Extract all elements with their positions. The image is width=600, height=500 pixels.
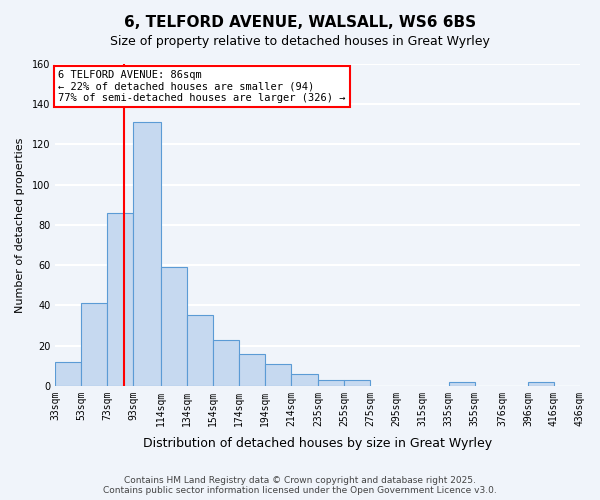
X-axis label: Distribution of detached houses by size in Great Wyrley: Distribution of detached houses by size … (143, 437, 492, 450)
Bar (344, 380, 370, 386)
Bar (82, 304, 107, 386)
Y-axis label: Number of detached properties: Number of detached properties (15, 137, 25, 312)
Text: Contains HM Land Registry data © Crown copyright and database right 2025.
Contai: Contains HM Land Registry data © Crown c… (103, 476, 497, 495)
Bar (528, 382, 554, 386)
Bar (319, 380, 344, 386)
Bar (161, 267, 187, 386)
Text: 6, TELFORD AVENUE, WALSALL, WS6 6BS: 6, TELFORD AVENUE, WALSALL, WS6 6BS (124, 15, 476, 30)
Bar (239, 354, 265, 386)
Bar (213, 340, 239, 386)
Bar (107, 213, 133, 386)
Bar (187, 316, 213, 386)
Text: 6 TELFORD AVENUE: 86sqm
← 22% of detached houses are smaller (94)
77% of semi-de: 6 TELFORD AVENUE: 86sqm ← 22% of detache… (58, 70, 346, 103)
Bar (55, 362, 82, 386)
Text: Size of property relative to detached houses in Great Wyrley: Size of property relative to detached ho… (110, 35, 490, 48)
Bar (449, 382, 475, 386)
Bar (265, 364, 291, 386)
Bar (133, 122, 161, 386)
Bar (291, 374, 319, 386)
